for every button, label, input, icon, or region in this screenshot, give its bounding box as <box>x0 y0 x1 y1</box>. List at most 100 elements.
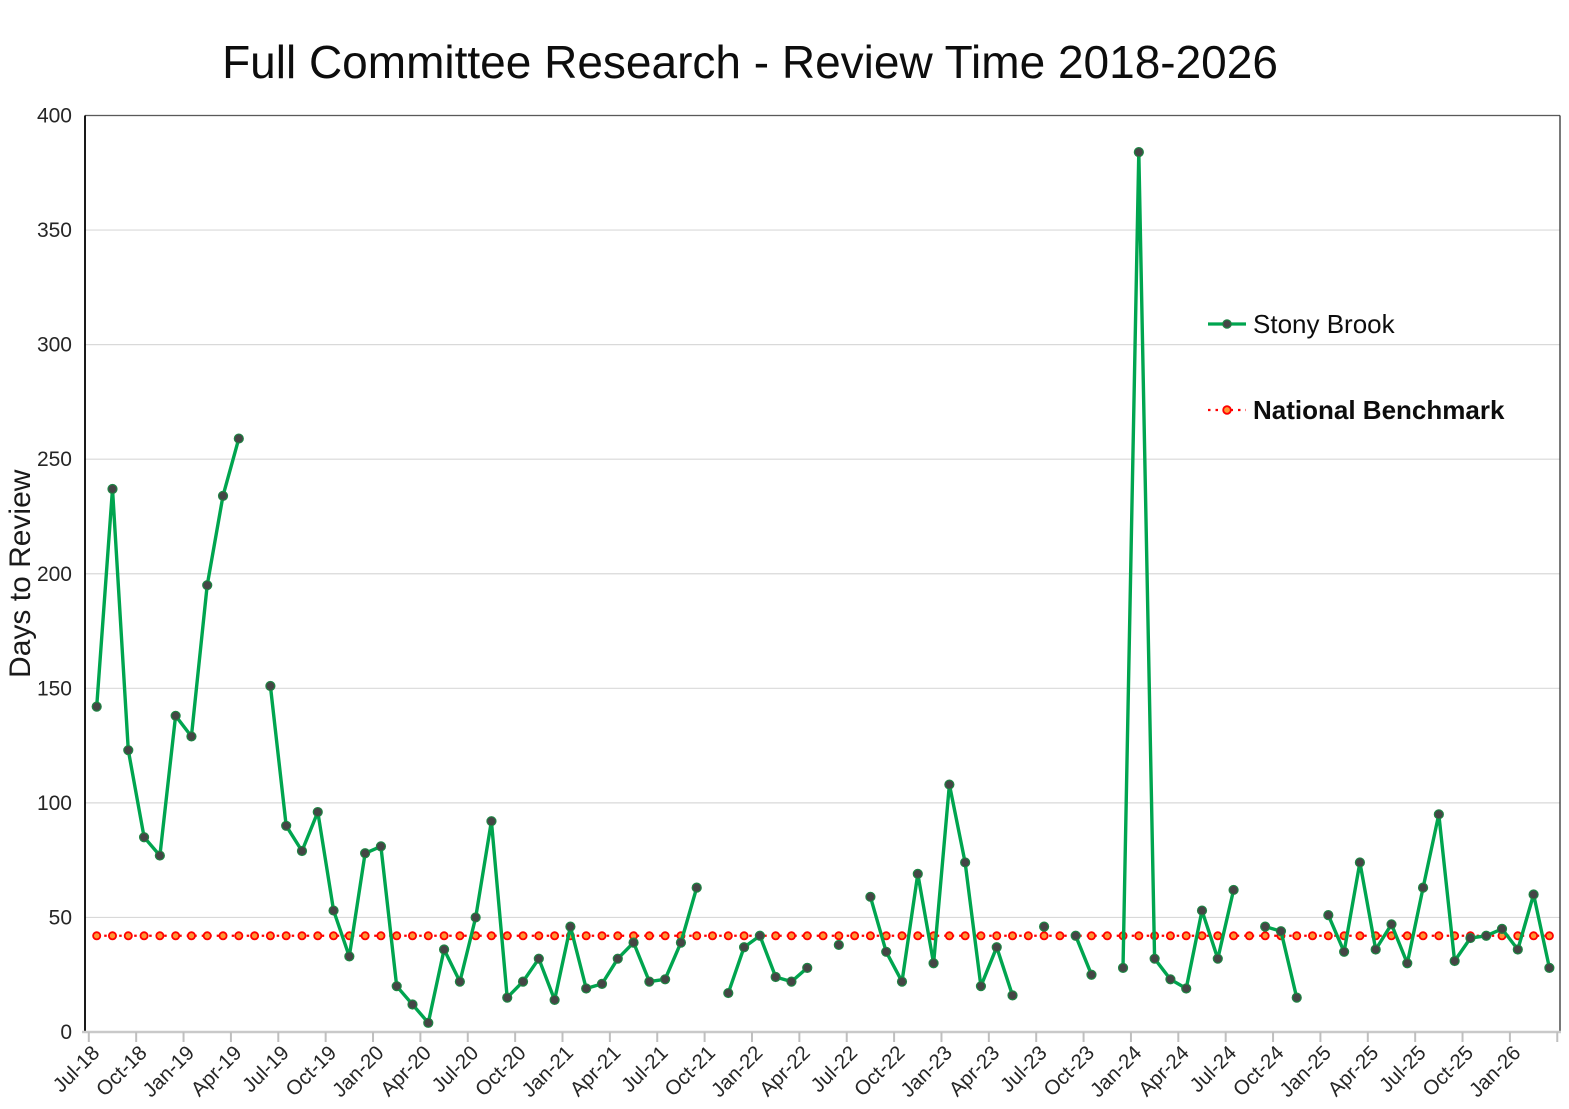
data-point-marker <box>1402 958 1413 969</box>
data-point-marker <box>517 976 529 987</box>
benchmark-marker <box>123 931 133 941</box>
data-point-marker <box>1339 946 1350 957</box>
data-point-marker <box>265 680 276 692</box>
data-point-marker <box>1465 932 1476 944</box>
data-point-marker <box>312 806 323 818</box>
benchmark-marker <box>1086 931 1096 941</box>
data-point-marker <box>486 816 497 827</box>
data-point-marker <box>991 942 1002 953</box>
benchmark-marker <box>265 931 275 941</box>
benchmark-marker <box>392 931 402 941</box>
benchmark-marker <box>218 931 228 941</box>
benchmark-marker <box>802 931 812 941</box>
benchmark-marker <box>723 931 733 941</box>
benchmark-marker <box>534 931 544 941</box>
y-tick-label: 350 <box>37 219 72 242</box>
benchmark-marker <box>960 931 970 941</box>
benchmark-marker <box>1008 931 1018 941</box>
benchmark-marker <box>865 931 875 941</box>
benchmark-marker <box>139 931 149 941</box>
benchmark-marker <box>1402 931 1412 941</box>
data-point-marker <box>107 483 118 495</box>
benchmark-marker <box>407 931 417 941</box>
benchmark-marker <box>1197 931 1207 941</box>
data-point-marker <box>1449 955 1460 967</box>
benchmark-marker <box>1229 931 1239 941</box>
data-point-marker <box>1133 147 1144 158</box>
benchmark-marker <box>1308 931 1318 941</box>
data-point-marker <box>154 850 165 861</box>
data-point-marker <box>186 731 197 742</box>
data-point-marker <box>1354 857 1366 868</box>
data-point-marker <box>375 841 387 852</box>
benchmark-marker <box>1529 931 1539 941</box>
data-point-marker <box>944 779 955 790</box>
benchmark-marker <box>992 931 1002 941</box>
data-point-marker <box>644 976 655 987</box>
benchmark-marker <box>360 931 370 941</box>
benchmark-marker <box>1165 931 1175 941</box>
benchmark-marker <box>250 931 260 941</box>
data-point-marker <box>1275 926 1287 937</box>
benchmark-marker <box>202 931 212 941</box>
data-point-marker <box>407 999 418 1010</box>
benchmark-marker <box>818 931 828 941</box>
x-axis-ticks <box>87 1032 1559 1042</box>
data-point-marker <box>138 832 150 843</box>
data-point-marker <box>1386 919 1397 930</box>
data-point-marker <box>1528 889 1539 900</box>
benchmark-marker <box>1260 931 1270 941</box>
benchmark-marker <box>107 931 117 941</box>
benchmark-marker <box>1023 931 1033 941</box>
y-tick-label: 300 <box>37 334 72 357</box>
data-point-marker <box>1149 953 1160 964</box>
benchmark-marker <box>1355 931 1365 941</box>
data-point-marker <box>1196 905 1208 916</box>
data-point-marker <box>802 962 813 973</box>
benchmark-marker <box>486 931 496 941</box>
data-point-marker <box>360 848 371 859</box>
benchmark-marker <box>1055 931 1065 941</box>
data-point-marker <box>1117 962 1129 973</box>
data-point-marker <box>1323 910 1334 921</box>
benchmark-marker <box>518 931 528 941</box>
y-axis-title: Days to Review <box>4 469 37 678</box>
data-point-marker <box>754 930 765 941</box>
data-point-marker <box>1512 944 1523 955</box>
data-point-marker <box>691 882 702 893</box>
series-stony-brook <box>91 147 1555 1028</box>
data-point-marker <box>233 433 244 444</box>
legend-item-national-benchmark: National Benchmark <box>1208 395 1505 425</box>
benchmark-marker <box>897 931 907 941</box>
benchmark-marker <box>297 931 307 941</box>
data-point-marker <box>549 994 560 1006</box>
data-point-marker <box>565 921 576 932</box>
benchmark-marker <box>455 931 465 941</box>
data-point-marker <box>533 953 544 964</box>
data-point-marker <box>912 868 923 880</box>
benchmark-marker <box>186 931 196 941</box>
data-point-marker <box>1086 969 1097 980</box>
benchmark-marker <box>1418 931 1428 941</box>
data-point-marker <box>628 937 639 948</box>
y-tick-label: 250 <box>37 448 72 471</box>
data-point-marker <box>502 992 513 1003</box>
benchmark-marker <box>581 931 591 941</box>
data-point-marker <box>975 981 987 992</box>
data-point-marker <box>1481 930 1492 941</box>
benchmark-marker <box>739 931 749 941</box>
data-point-marker <box>470 912 481 923</box>
data-point-marker <box>202 580 213 591</box>
gridlines <box>85 114 1560 919</box>
legend-item-stony-brook: Stony Brook <box>1208 309 1396 339</box>
data-point-marker <box>581 983 592 994</box>
benchmark-marker <box>171 931 181 941</box>
data-point-marker <box>1007 990 1018 1001</box>
benchmark-marker <box>1434 931 1444 941</box>
benchmark-marker <box>1134 931 1144 941</box>
benchmark-marker <box>1213 931 1223 941</box>
data-point-marker <box>454 976 465 987</box>
legend-label-national-benchmark: National Benchmark <box>1253 395 1505 425</box>
